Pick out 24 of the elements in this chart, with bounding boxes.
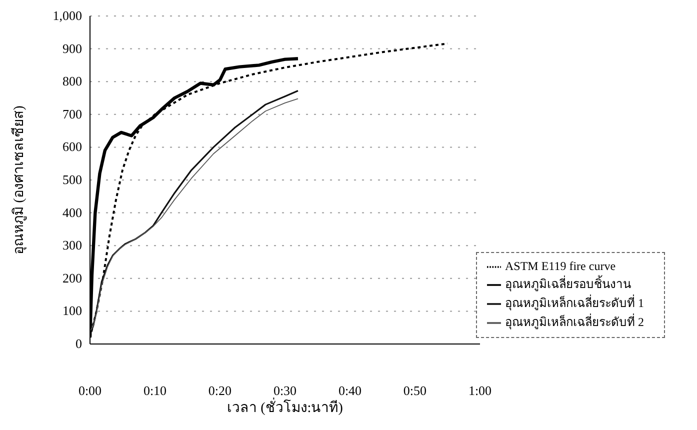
legend-label: อุณหภูมิเหล็กเฉลี่ยระดับที่ 2 xyxy=(505,315,644,329)
x-tick-label: 0:10 xyxy=(143,383,167,398)
y-tick-label: 400 xyxy=(62,204,82,220)
x-tick-label: 1:00 xyxy=(468,383,492,398)
y-axis-title: อุณหภูมิ (องศาเซลเซียส) xyxy=(10,105,27,254)
legend-label: ASTM E119 fire curve xyxy=(505,258,616,273)
y-tick-label: 100 xyxy=(62,303,82,318)
y-tick-label: 600 xyxy=(62,139,82,154)
x-tick-label: 0:40 xyxy=(338,383,362,398)
y-tick-label: 0 xyxy=(76,336,82,351)
legend-label: อุณหภูมิเฉลี่ยรอบชิ้นงาน xyxy=(505,277,631,291)
x-tick-label: 0:30 xyxy=(273,383,297,398)
y-tick-label: 1,000 xyxy=(52,8,82,23)
x-axis-title: เวลา (ชั่วโมง:นาที) xyxy=(227,398,344,416)
y-tick-label: 900 xyxy=(62,40,82,56)
y-tick-label: 800 xyxy=(62,74,82,89)
x-tick-label: 0:50 xyxy=(403,383,427,398)
x-tick-label: 0:00 xyxy=(78,383,102,398)
legend-label: อุณหภูมิเหล็กเฉลี่ยระดับที่ 1 xyxy=(505,296,644,310)
y-tick-label: 300 xyxy=(62,238,82,253)
y-tick-label: 200 xyxy=(62,270,82,286)
x-tick-label: 0:20 xyxy=(208,383,232,398)
y-tick-label: 700 xyxy=(62,106,82,122)
y-tick-label: 500 xyxy=(62,172,82,187)
